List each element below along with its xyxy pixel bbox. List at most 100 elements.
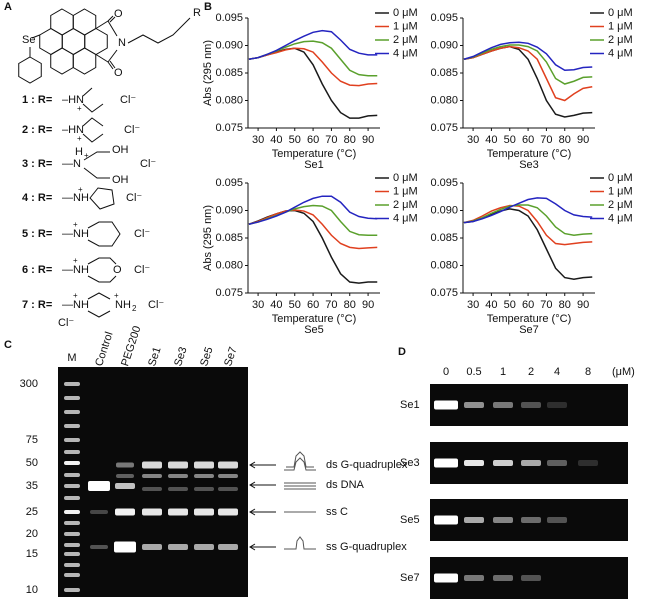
y-tick-label: 0.095 — [430, 177, 458, 189]
counterion: Cl⁻ — [126, 192, 142, 204]
gel-band — [142, 508, 162, 516]
gel-band — [142, 461, 162, 469]
gel-band — [168, 487, 188, 491]
size-label: 15 — [26, 548, 38, 560]
compound-label: 1 : R= — [22, 94, 52, 106]
size-label: 20 — [26, 528, 38, 540]
x-axis-label: Temperature (°C) — [487, 313, 571, 325]
gel-band — [168, 544, 188, 550]
counterion: Cl⁻ — [58, 317, 74, 329]
lane-label: Se3 — [172, 345, 189, 367]
x-tick-label: 60 — [522, 299, 534, 311]
x-tick-label: 40 — [270, 134, 282, 146]
gel-band — [434, 573, 458, 583]
gel-band — [521, 575, 541, 581]
ring — [89, 187, 115, 210]
x-tick-label: 30 — [252, 299, 264, 311]
x-tick-label: 40 — [485, 134, 497, 146]
x-tick-label: 90 — [577, 299, 589, 311]
row-label: Se5 — [400, 514, 420, 526]
y-tick-label: 0.080 — [430, 94, 458, 106]
counterion: Cl⁻ — [134, 228, 150, 240]
legend-label: 1 μM — [393, 20, 418, 32]
charge: + — [73, 220, 78, 229]
x-tick-label: 90 — [362, 299, 374, 311]
gel-strip — [430, 557, 628, 599]
x-tick-label: 80 — [344, 299, 356, 311]
chart-subtitle: Se7 — [519, 324, 539, 336]
x-tick-label: 70 — [540, 299, 552, 311]
compound-label: 2 : R= — [22, 124, 52, 136]
gel-band — [64, 484, 80, 488]
legend-label: 1 μM — [608, 185, 633, 197]
gel-band — [547, 460, 567, 466]
atom: —N — [62, 158, 81, 170]
gel-band — [142, 487, 162, 491]
gel-band — [218, 461, 238, 469]
compound-label: 3 : R= — [22, 158, 52, 170]
arrow — [249, 543, 276, 551]
x-tick-label: 80 — [344, 134, 356, 146]
gel-band — [142, 544, 162, 550]
gel-band — [64, 424, 80, 428]
gel — [58, 367, 248, 597]
legend-label: 1 μM — [393, 185, 418, 197]
atom: —NH — [62, 264, 89, 276]
concentration-label: 8 — [585, 366, 591, 378]
gel-band — [64, 532, 80, 536]
x-tick-label: 90 — [577, 134, 589, 146]
x-tick-label: 50 — [289, 134, 301, 146]
legend-label: 4 μM — [393, 47, 418, 59]
charge: + — [73, 291, 78, 300]
counterion: Cl⁻ — [120, 94, 136, 106]
atom: –HN — [62, 124, 84, 136]
legend-label: 0 μM — [393, 172, 418, 184]
icon — [284, 536, 316, 550]
x-tick-label: 70 — [540, 134, 552, 146]
data-line — [248, 47, 378, 87]
x-tick-label: 30 — [467, 134, 479, 146]
panel-label: C — [4, 339, 12, 351]
x-tick-label: 30 — [252, 134, 264, 146]
panel-label: D — [398, 346, 406, 358]
atom: —NH — [62, 228, 89, 240]
gel-band — [64, 438, 80, 442]
charge: + — [114, 291, 119, 300]
gel-strip — [430, 384, 628, 426]
legend-label: 2 μM — [393, 34, 418, 46]
lane-label: Se5 — [198, 345, 215, 367]
gel-band — [493, 517, 513, 523]
gel-band — [116, 474, 134, 478]
atom: O — [114, 8, 123, 20]
gel-band — [218, 474, 238, 478]
gel-band — [434, 458, 458, 468]
x-axis-label: Temperature (°C) — [487, 148, 571, 160]
charge: + — [78, 185, 83, 194]
ring — [87, 221, 121, 247]
chart-subtitle: Se5 — [304, 324, 324, 336]
data-line — [248, 209, 378, 250]
y-tick-label: 0.080 — [215, 259, 243, 271]
data-line — [463, 45, 593, 102]
annotation: ss G-quadruplex — [326, 541, 407, 553]
gel-band — [142, 474, 162, 478]
y-tick-label: 0.090 — [430, 39, 458, 51]
ring — [72, 47, 97, 75]
row-label: Se3 — [400, 457, 420, 469]
atom: O — [114, 67, 123, 79]
ring — [18, 56, 42, 84]
concentration-label: 4 — [554, 366, 560, 378]
gel-band — [521, 517, 541, 523]
size-label: 50 — [26, 457, 38, 469]
compound-label: 5 : R= — [22, 228, 52, 240]
gel-band — [88, 481, 110, 491]
x-tick-label: 80 — [559, 134, 571, 146]
counterion: Cl⁻ — [124, 124, 140, 136]
legend-label: 2 μM — [608, 199, 633, 211]
atom: O — [113, 264, 122, 276]
x-tick-label: 80 — [559, 299, 571, 311]
row-label: Se1 — [400, 399, 420, 411]
bonds — [29, 15, 191, 70]
legend-label: 4 μM — [393, 212, 418, 224]
gel-band — [434, 400, 458, 410]
